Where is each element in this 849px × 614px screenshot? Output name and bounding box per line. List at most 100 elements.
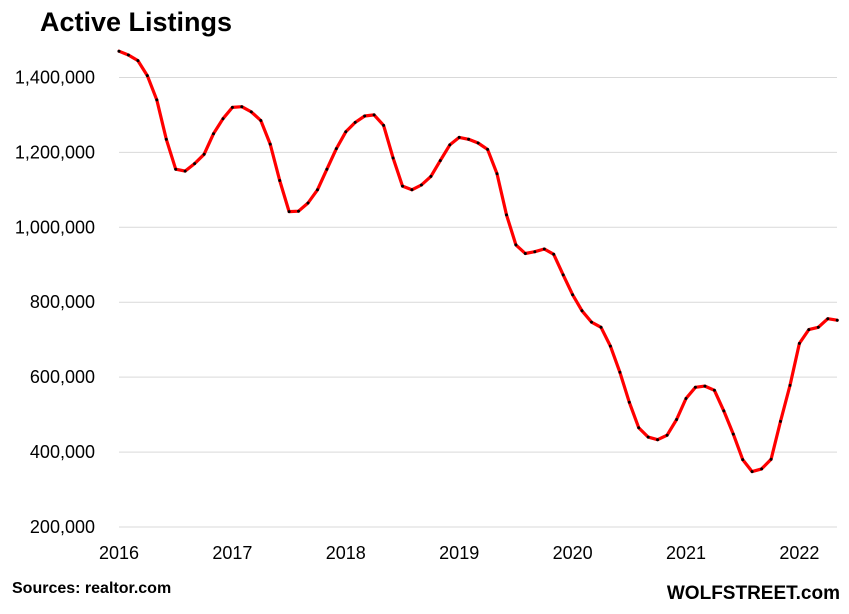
data-point — [372, 113, 376, 117]
data-point — [684, 397, 688, 400]
x-axis: 2016 2017 2018 2019 2020 2021 2022 — [99, 543, 819, 563]
data-point — [533, 250, 537, 254]
data-point — [363, 114, 367, 118]
data-point — [637, 426, 641, 430]
data-point — [807, 328, 811, 332]
source-note: Sources: realtor.com — [12, 580, 171, 597]
data-point — [325, 167, 329, 171]
series-line — [117, 49, 839, 474]
data-point — [779, 419, 782, 423]
y-tick-label: 600,000 — [30, 367, 95, 387]
data-point — [675, 418, 679, 421]
data-point — [797, 341, 801, 345]
data-point — [316, 188, 319, 192]
data-point — [467, 137, 471, 141]
data-point — [552, 252, 556, 256]
data-point — [571, 293, 575, 297]
series-markers — [117, 49, 839, 474]
data-point — [344, 130, 348, 134]
data-point — [722, 409, 726, 413]
data-point — [240, 105, 244, 109]
data-point — [221, 117, 225, 121]
data-point — [514, 243, 518, 247]
y-tick-label: 800,000 — [30, 292, 95, 312]
x-tick-label: 2022 — [779, 543, 819, 563]
y-tick-label: 1,000,000 — [15, 217, 95, 237]
data-point — [410, 188, 414, 192]
y-tick-label: 1,400,000 — [15, 67, 95, 87]
data-point — [731, 432, 735, 436]
data-point — [788, 383, 792, 387]
data-point — [505, 213, 508, 217]
data-point — [230, 105, 234, 109]
data-point — [382, 123, 386, 127]
data-point — [590, 320, 593, 324]
data-point — [712, 388, 716, 392]
data-point — [580, 309, 584, 313]
data-point — [155, 98, 159, 102]
data-point — [656, 438, 660, 442]
data-point — [703, 384, 707, 388]
data-point — [183, 169, 187, 173]
data-point — [599, 325, 603, 329]
y-axis: 200,000 400,000 600,000 800,000 1,000,000 1,2… — [15, 67, 95, 537]
data-point — [741, 458, 745, 462]
data-point — [117, 49, 121, 53]
y-tick-label: 1,200,000 — [15, 142, 95, 162]
data-point — [495, 172, 499, 176]
data-point — [278, 179, 282, 182]
data-point — [259, 119, 263, 122]
data-point — [608, 344, 612, 348]
data-point — [438, 159, 442, 163]
data-point — [665, 433, 669, 437]
x-tick-label: 2019 — [439, 543, 479, 563]
x-tick-label: 2020 — [553, 543, 593, 563]
x-tick-label: 2021 — [666, 543, 706, 563]
data-point — [268, 142, 272, 146]
y-tick-label: 200,000 — [30, 517, 95, 537]
data-point — [334, 147, 338, 151]
data-point — [750, 470, 754, 474]
data-point — [646, 435, 650, 439]
data-point — [561, 273, 565, 277]
data-point — [174, 167, 178, 171]
brand-label: WOLFSTREET.com — [667, 583, 840, 604]
data-point — [542, 247, 546, 251]
data-point — [523, 252, 527, 255]
data-point — [193, 162, 197, 166]
data-point — [627, 400, 631, 404]
data-point — [306, 201, 310, 205]
data-point — [448, 143, 452, 147]
data-point — [391, 156, 395, 160]
data-point — [297, 209, 300, 213]
chart-title: Active Listings — [40, 7, 232, 37]
data-point — [476, 141, 480, 145]
data-point — [212, 132, 215, 136]
y-tick-label: 400,000 — [30, 442, 95, 462]
data-point — [202, 152, 206, 156]
x-tick-label: 2016 — [99, 543, 139, 563]
data-point — [249, 110, 253, 114]
gridlines — [119, 76, 837, 528]
x-tick-label: 2017 — [212, 543, 252, 563]
data-point — [486, 147, 490, 151]
data-point — [816, 325, 820, 329]
data-point — [353, 120, 357, 124]
data-point — [769, 457, 773, 461]
data-point — [126, 53, 130, 57]
x-tick-label: 2018 — [326, 543, 366, 563]
data-point — [136, 59, 140, 63]
data-point — [145, 74, 149, 78]
data-point — [287, 210, 291, 214]
data-point — [693, 385, 697, 389]
data-point — [835, 318, 839, 322]
data-point — [760, 467, 764, 471]
data-point — [457, 135, 461, 139]
data-point — [401, 184, 404, 188]
data-point — [826, 317, 830, 321]
data-point — [419, 183, 423, 187]
data-point — [618, 370, 622, 374]
data-point — [164, 137, 168, 141]
data-point — [429, 174, 433, 178]
